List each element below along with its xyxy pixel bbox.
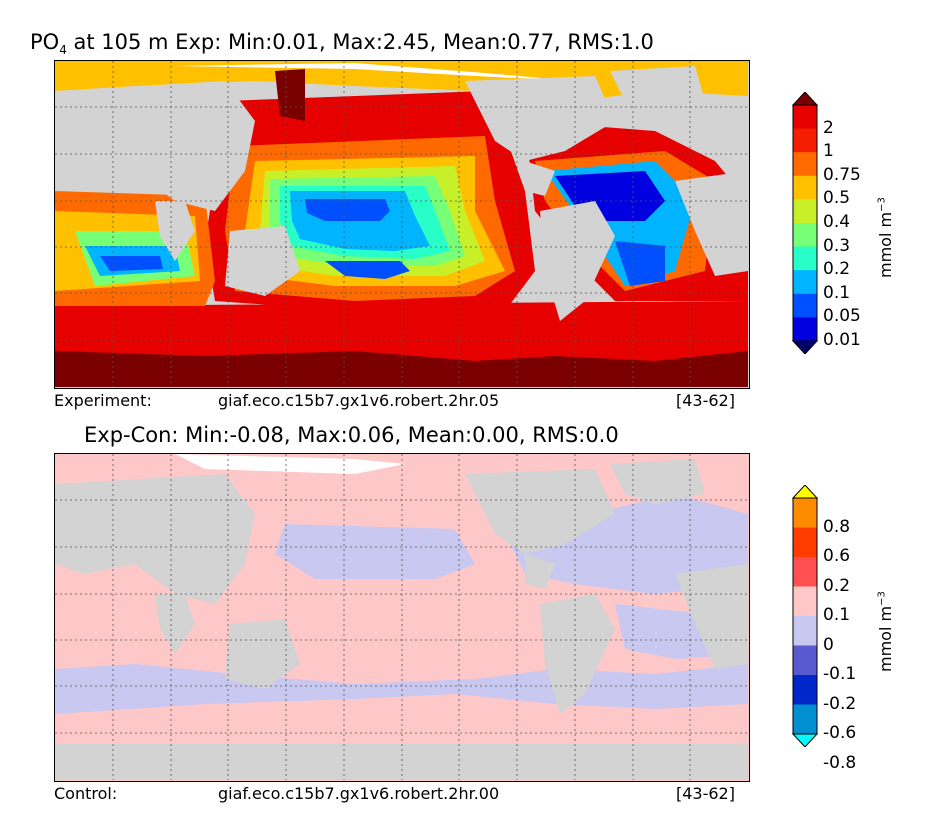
difference-colorbar-extend-min bbox=[791, 733, 819, 747]
difference-colorbar-segment bbox=[793, 498, 817, 528]
experiment-colorbar-tick-label: 2 bbox=[823, 117, 834, 138]
experiment-colorbar-segment bbox=[793, 152, 817, 177]
experiment-map bbox=[54, 60, 750, 389]
experiment-colorbar-segment bbox=[793, 223, 817, 248]
experiment-colorbar-tick-label: 0.2 bbox=[823, 259, 851, 280]
experiment-colorbar-frame bbox=[792, 104, 818, 342]
experiment-footer-years: [43-62] bbox=[676, 391, 735, 410]
experiment-colorbar-segment bbox=[793, 270, 817, 295]
experiment-colorbar-tick-label: 0.01 bbox=[823, 330, 861, 350]
difference-colorbar-segment bbox=[793, 586, 817, 617]
experiment-colorbar-segment bbox=[793, 317, 817, 342]
difference-colorbar-tick-label: 0.8 bbox=[823, 516, 851, 537]
top-panel-title: PO4 at 105 m Exp: Min:0.01, Max:2.45, Me… bbox=[30, 30, 654, 58]
difference-colorbar-tick-label: -0.2 bbox=[823, 693, 857, 714]
difference-colorbar-frame bbox=[792, 497, 818, 735]
experiment-colorbar-segment bbox=[793, 246, 817, 271]
difference-colorbar-segment bbox=[793, 616, 817, 646]
difference-colorbar-tick-label: 0 bbox=[823, 634, 834, 655]
experiment-colorbar-segment bbox=[793, 105, 817, 130]
experiment-colorbar-tick-label: 0.75 bbox=[823, 164, 861, 185]
difference-colorbar-tick-label: -0.8 bbox=[823, 752, 857, 773]
difference-colorbar-segment bbox=[793, 557, 817, 587]
difference-colorbar-segment bbox=[793, 675, 817, 705]
experiment-colorbar-tick-label: 0.3 bbox=[823, 235, 851, 256]
difference-colorbar-tick-label: -0.1 bbox=[823, 664, 857, 684]
difference-colorbar-tick-label: 0.6 bbox=[823, 546, 851, 566]
experiment-field bbox=[55, 61, 748, 387]
difference-colorbar-tick-label: 0.2 bbox=[823, 575, 851, 596]
difference-colorbar bbox=[791, 485, 819, 747]
experiment-colorbar-segment bbox=[793, 293, 817, 318]
experiment-colorbar-extend-min bbox=[791, 340, 819, 354]
experiment-colorbar-segment bbox=[793, 175, 817, 200]
experiment-colorbar-tick-label: 0.5 bbox=[823, 188, 851, 209]
difference-colorbar-tick-label: 0.1 bbox=[823, 605, 851, 625]
bottom-panel-title: Exp-Con: Min:-0.08, Max:0.06, Mean:0.00,… bbox=[84, 423, 619, 447]
difference-field bbox=[55, 454, 748, 780]
control-footer-label: Control: bbox=[54, 784, 118, 803]
difference-colorbar-segment bbox=[793, 527, 817, 558]
difference-colorbar-extend-max bbox=[791, 485, 819, 499]
control-footer-case: giaf.eco.c15b7.gx1v6.robert.2hr.00 bbox=[218, 784, 500, 803]
experiment-colorbar-tick-label: 1 bbox=[823, 141, 834, 162]
difference-colorbar-segment bbox=[793, 704, 817, 735]
experiment-colorbar-segment bbox=[793, 128, 817, 153]
experiment-colorbar-unit: mmol m−3 bbox=[876, 197, 895, 278]
experiment-colorbar-segment bbox=[793, 199, 817, 224]
experiment-colorbar-tick-label: 0.4 bbox=[823, 212, 851, 232]
difference-colorbar-tick-label: -0.6 bbox=[823, 723, 857, 743]
difference-colorbar-segment bbox=[793, 645, 817, 676]
experiment-footer-case: giaf.eco.c15b7.gx1v6.robert.2hr.05 bbox=[218, 391, 500, 410]
experiment-colorbar-extend-max bbox=[791, 92, 819, 106]
control-footer-years: [43-62] bbox=[676, 784, 735, 803]
difference-colorbar-unit: mmol m−3 bbox=[876, 591, 895, 672]
experiment-colorbar-tick-label: 0.1 bbox=[823, 282, 851, 303]
experiment-colorbar bbox=[791, 92, 819, 354]
difference-map bbox=[54, 453, 750, 782]
experiment-colorbar-tick-label: 0.05 bbox=[823, 306, 861, 327]
experiment-footer-label: Experiment: bbox=[54, 391, 152, 410]
